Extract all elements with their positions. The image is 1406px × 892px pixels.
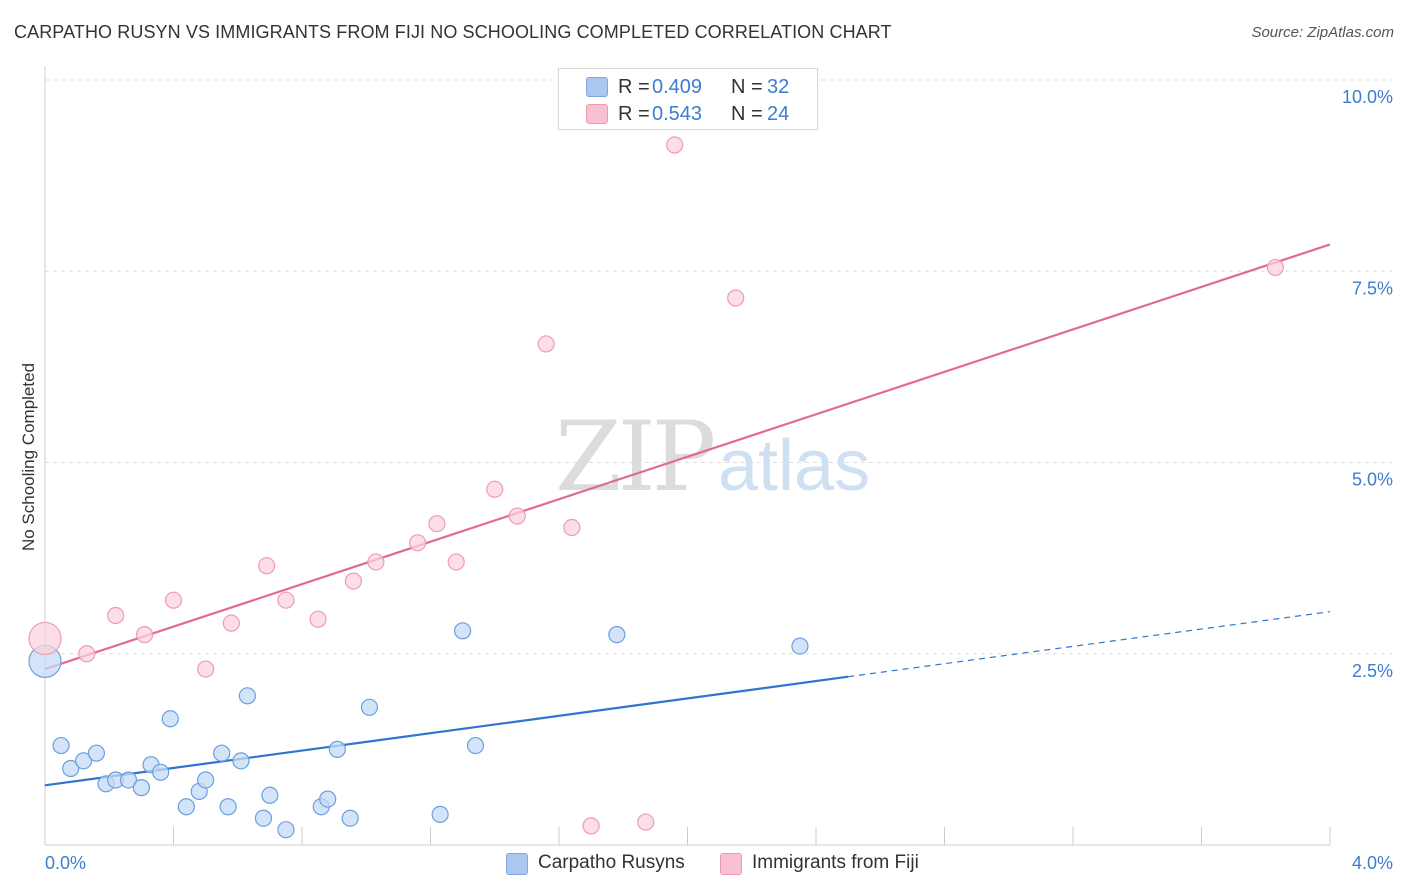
x-tick-label: 0.0% [45, 853, 86, 873]
data-point [197, 771, 215, 789]
stats-row-fiji: R = 0.543 N = 24 [559, 101, 817, 127]
data-point [608, 626, 626, 644]
data-point [52, 736, 70, 755]
data-point [344, 572, 362, 590]
data-point [177, 798, 195, 816]
data-point [409, 534, 427, 552]
stats-swatch-carpatho [586, 77, 608, 97]
data-point [277, 591, 295, 609]
x-tick-label: 4.0% [1352, 853, 1393, 873]
data-point [152, 763, 170, 781]
n-value: 32 [767, 76, 790, 98]
data-point [132, 779, 150, 797]
data-point [277, 821, 295, 839]
y-tick-label: 10.0% [1342, 87, 1393, 107]
watermark: ZIP atlas [555, 401, 870, 513]
data-point [213, 744, 231, 762]
y-tick-label: 5.0% [1352, 470, 1393, 490]
data-point [238, 687, 256, 705]
legend-label: Carpatho Rusyns [538, 852, 685, 873]
data-point [341, 809, 359, 827]
data-point [78, 645, 96, 663]
stats-row-carpatho: R = 0.409 N = 32 [559, 74, 817, 100]
stats-box: R = 0.409 N = 32 R = 0.543 N = 24 [558, 68, 818, 130]
gridlines [45, 79, 1392, 655]
data-point [466, 736, 485, 755]
y-axis-label: No Schooling Completed [19, 363, 38, 551]
stats-swatch-fiji [586, 104, 608, 124]
data-point [258, 557, 276, 575]
data-point [62, 759, 80, 778]
data-point [87, 744, 106, 762]
data-point [431, 805, 449, 824]
data-point [508, 507, 526, 525]
data-point [107, 606, 125, 625]
data-point [261, 786, 279, 804]
data-point [537, 335, 555, 353]
data-points [28, 136, 1284, 839]
r-label: R = [618, 76, 650, 98]
legend-swatch-carpatho [506, 853, 528, 875]
legend: Carpatho Rusyns Immigrants from Fiji [0, 850, 1406, 880]
data-point [119, 771, 138, 789]
data-point [1266, 258, 1284, 277]
data-point [360, 698, 379, 716]
data-point [319, 790, 337, 808]
data-point [135, 626, 154, 644]
trend-lines [44, 243, 1331, 787]
data-point [222, 614, 240, 632]
data-point [367, 553, 385, 571]
data-point [666, 136, 684, 154]
trend-extension-0 [848, 611, 1331, 678]
data-point [164, 591, 183, 609]
data-point [486, 480, 504, 498]
y-tick-label: 7.5% [1352, 278, 1393, 298]
data-point [74, 752, 93, 770]
chart-source: Source: ZipAtlas.com [1251, 24, 1394, 41]
data-point [309, 610, 327, 628]
y-tick-labels: 2.5% 5.0% 7.5% 10.0% [1342, 87, 1393, 681]
data-point [28, 621, 62, 656]
data-point [454, 622, 472, 640]
watermark-zip: ZIP [555, 401, 714, 513]
r-label: R = [618, 103, 650, 125]
chart-title: CARPATHO RUSYN VS IMMIGRANTS FROM FIJI N… [14, 22, 892, 42]
axes [44, 66, 1331, 846]
data-point [254, 809, 273, 827]
y-tick-label: 2.5% [1352, 661, 1393, 681]
legend-label: Immigrants from Fiji [752, 852, 919, 873]
n-label: N = [731, 103, 763, 125]
data-point [328, 740, 346, 758]
trend-line-0 [44, 675, 849, 787]
data-point [219, 798, 237, 816]
data-point [447, 553, 465, 571]
data-point [727, 289, 745, 307]
r-value: 0.543 [652, 103, 703, 125]
trend-line-1 [44, 243, 1331, 671]
data-point [637, 813, 655, 831]
data-point [197, 660, 215, 678]
data-point [563, 518, 581, 537]
n-label: N = [731, 76, 763, 98]
legend-swatch-fiji [720, 853, 742, 875]
data-point [232, 752, 250, 770]
n-value: 24 [767, 103, 790, 125]
r-value: 0.409 [652, 76, 703, 98]
data-point [161, 710, 179, 728]
x-tick-labels: 0.0% 4.0% [45, 853, 1393, 873]
data-point [428, 515, 446, 533]
data-point [582, 817, 600, 835]
data-point [791, 637, 809, 655]
